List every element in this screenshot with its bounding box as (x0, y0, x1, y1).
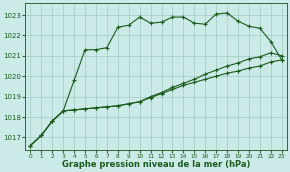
X-axis label: Graphe pression niveau de la mer (hPa): Graphe pression niveau de la mer (hPa) (62, 160, 250, 169)
